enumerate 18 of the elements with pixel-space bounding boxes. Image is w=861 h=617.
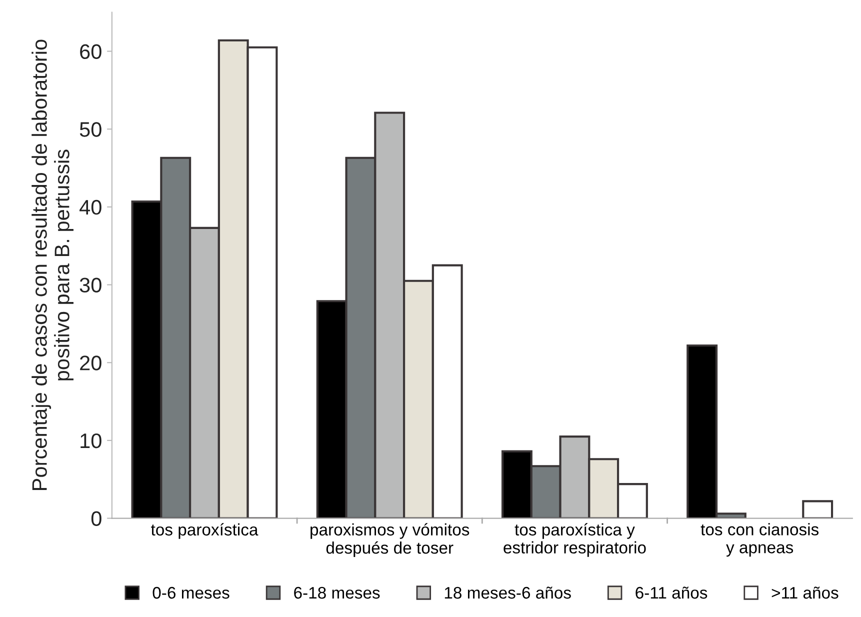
legend-label: 6-18 meses — [294, 586, 380, 599]
y-tick-label: 60 — [80, 44, 102, 60]
x-tick-label: paroxismos y vómitos después de toser — [310, 523, 470, 558]
y-tick-label: 0 — [91, 511, 102, 526]
legend-label: 6-11 años — [636, 586, 708, 599]
x-tick-label: tos con cianosis y apneas — [700, 523, 819, 557]
y-tick-label: 10 — [80, 433, 102, 448]
legend-label: 18 meses-6 años — [444, 586, 571, 599]
legend-label: >11 años — [772, 586, 838, 599]
y-tick-label: 40 — [80, 200, 102, 215]
y-axis-title: Porcentaje de casos con resultado de laboratorio positivo para B. pertussis — [32, 40, 74, 490]
y-tick-label: 20 — [80, 356, 102, 370]
x-tick-label: tos paroxística y estridor respiratorio — [504, 523, 646, 557]
y-tick-label: 50 — [80, 122, 102, 137]
bar — [802, 500, 834, 518]
y-tick-label: 30 — [80, 278, 102, 293]
legend-label: 0-6 meses — [152, 586, 230, 599]
x-tick-label: tos paroxística — [151, 523, 258, 539]
